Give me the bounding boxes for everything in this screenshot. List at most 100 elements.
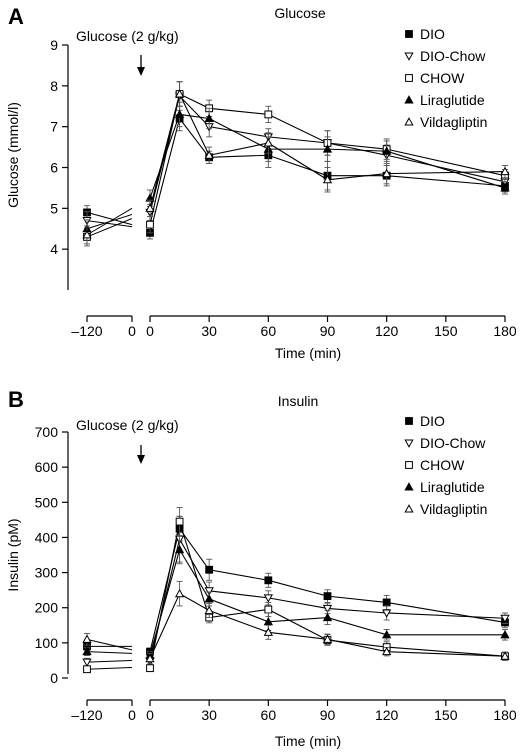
- glucose-dose-annotation: Glucose (2 g/kg): [76, 28, 179, 44]
- data-point: [174, 89, 185, 98]
- x-tick-label: 0: [146, 707, 154, 723]
- data-point: [382, 146, 392, 155]
- glucose-dose-annotation: Glucose (2 g/kg): [76, 417, 179, 433]
- x-tick-label: 30: [201, 323, 217, 339]
- legend-marker: [405, 461, 413, 469]
- insulin-panel: B Insulin Glucose (2 g/kg) Insulin (pM) …: [5, 387, 517, 749]
- data-point: [82, 634, 92, 643]
- legend-item: Vildagliptin: [404, 501, 487, 517]
- y-tick-label: 200: [35, 600, 59, 616]
- legend-item: CHOW: [405, 70, 465, 86]
- data-point: [263, 627, 273, 636]
- baseline-line: [86, 207, 133, 236]
- legend-item: Liraglutide: [404, 92, 485, 108]
- x-axis-label: Time (min): [275, 345, 341, 361]
- y-tick-label: 0: [50, 670, 58, 686]
- legend-marker: [405, 30, 413, 38]
- data-point: [205, 565, 214, 574]
- baseline-line: [86, 666, 133, 670]
- y-tick-label: 700: [35, 424, 59, 440]
- data-point: [264, 605, 273, 614]
- series-liraglutide: [82, 535, 510, 660]
- chart-title: Insulin: [278, 393, 318, 409]
- data-point: [382, 609, 392, 618]
- legend-marker: [404, 95, 414, 104]
- data-point: [264, 576, 273, 585]
- data-point: [82, 230, 92, 239]
- data-point: [500, 629, 510, 639]
- x-axis-label: Time (min): [275, 733, 341, 749]
- data-point: [145, 653, 155, 663]
- glucose-panel: A Glucose Glucose (2 g/kg) Glucose (mmol…: [5, 4, 517, 361]
- data-point: [322, 144, 333, 153]
- x-tick-label: 0: [146, 323, 154, 339]
- x-tick-label: 180: [493, 323, 517, 339]
- data-point: [146, 664, 154, 673]
- y-axis-label: Insulin (pM): [5, 518, 21, 591]
- legend-label: Liraglutide: [420, 92, 485, 108]
- y-tick-label: 100: [35, 635, 59, 651]
- data-point: [204, 113, 214, 123]
- baseline-line: [86, 659, 133, 663]
- legend-item: DIO-Chow: [404, 435, 486, 451]
- data-point: [204, 587, 214, 596]
- legend-label: DIO-Chow: [420, 435, 486, 451]
- data-point: [83, 665, 91, 674]
- legend-label: Liraglutide: [420, 479, 485, 495]
- y-tick-label: 5: [50, 200, 58, 216]
- legend-item: DIO: [405, 413, 445, 429]
- y-tick-label: 7: [50, 119, 58, 135]
- legend-item: Vildagliptin: [404, 114, 487, 130]
- data-point: [204, 150, 214, 159]
- data-point: [382, 168, 392, 178]
- data-point: [322, 174, 333, 184]
- chart-title: Glucose: [274, 5, 326, 21]
- legend-label: CHOW: [420, 70, 465, 86]
- legend-marker: [404, 439, 414, 448]
- dose-arrow-icon: [137, 445, 145, 464]
- legend-item: Liraglutide: [404, 479, 485, 495]
- data-point: [323, 592, 332, 601]
- data-point: [382, 646, 392, 656]
- x-tick-label: 150: [434, 323, 458, 339]
- y-tick-label: 500: [35, 494, 59, 510]
- data-point: [174, 588, 185, 598]
- data-point: [145, 203, 155, 212]
- data-point: [500, 166, 510, 176]
- series-vildagliptin: [82, 81, 510, 245]
- legend-label: DIO-Chow: [420, 48, 486, 64]
- data-point: [382, 598, 391, 607]
- x-tick-label: 180: [493, 707, 517, 723]
- x-tick-label: 90: [320, 323, 336, 339]
- y-tick-label: 4: [50, 241, 58, 257]
- baseline-line: [86, 211, 133, 226]
- baseline-line: [86, 638, 133, 651]
- data-point: [322, 612, 333, 622]
- legend-marker: [404, 482, 414, 491]
- legend-label: Vildagliptin: [420, 114, 487, 130]
- legend-marker: [405, 417, 413, 425]
- dose-arrow-icon: [137, 55, 145, 76]
- data-point: [500, 614, 510, 624]
- data-point: [204, 594, 214, 603]
- x-tick-label: 120: [375, 707, 399, 723]
- y-tick-label: 400: [35, 529, 59, 545]
- data-point: [82, 658, 92, 668]
- data-point: [264, 110, 273, 119]
- x-tick-label: –120: [71, 323, 102, 339]
- data-point: [82, 646, 92, 656]
- x-tick-label: 60: [261, 323, 277, 339]
- legend-marker: [404, 52, 414, 61]
- legend-marker: [404, 504, 414, 513]
- x-tick-label: 90: [320, 707, 336, 723]
- legend-marker: [404, 117, 414, 126]
- data-point: [263, 594, 273, 603]
- data-point: [175, 517, 184, 526]
- data-point: [500, 183, 510, 192]
- data-point: [382, 629, 392, 639]
- x-tick-label: –120: [71, 707, 102, 723]
- legend-label: DIO: [420, 26, 445, 42]
- baseline-line: [86, 220, 133, 228]
- data-point: [174, 544, 185, 554]
